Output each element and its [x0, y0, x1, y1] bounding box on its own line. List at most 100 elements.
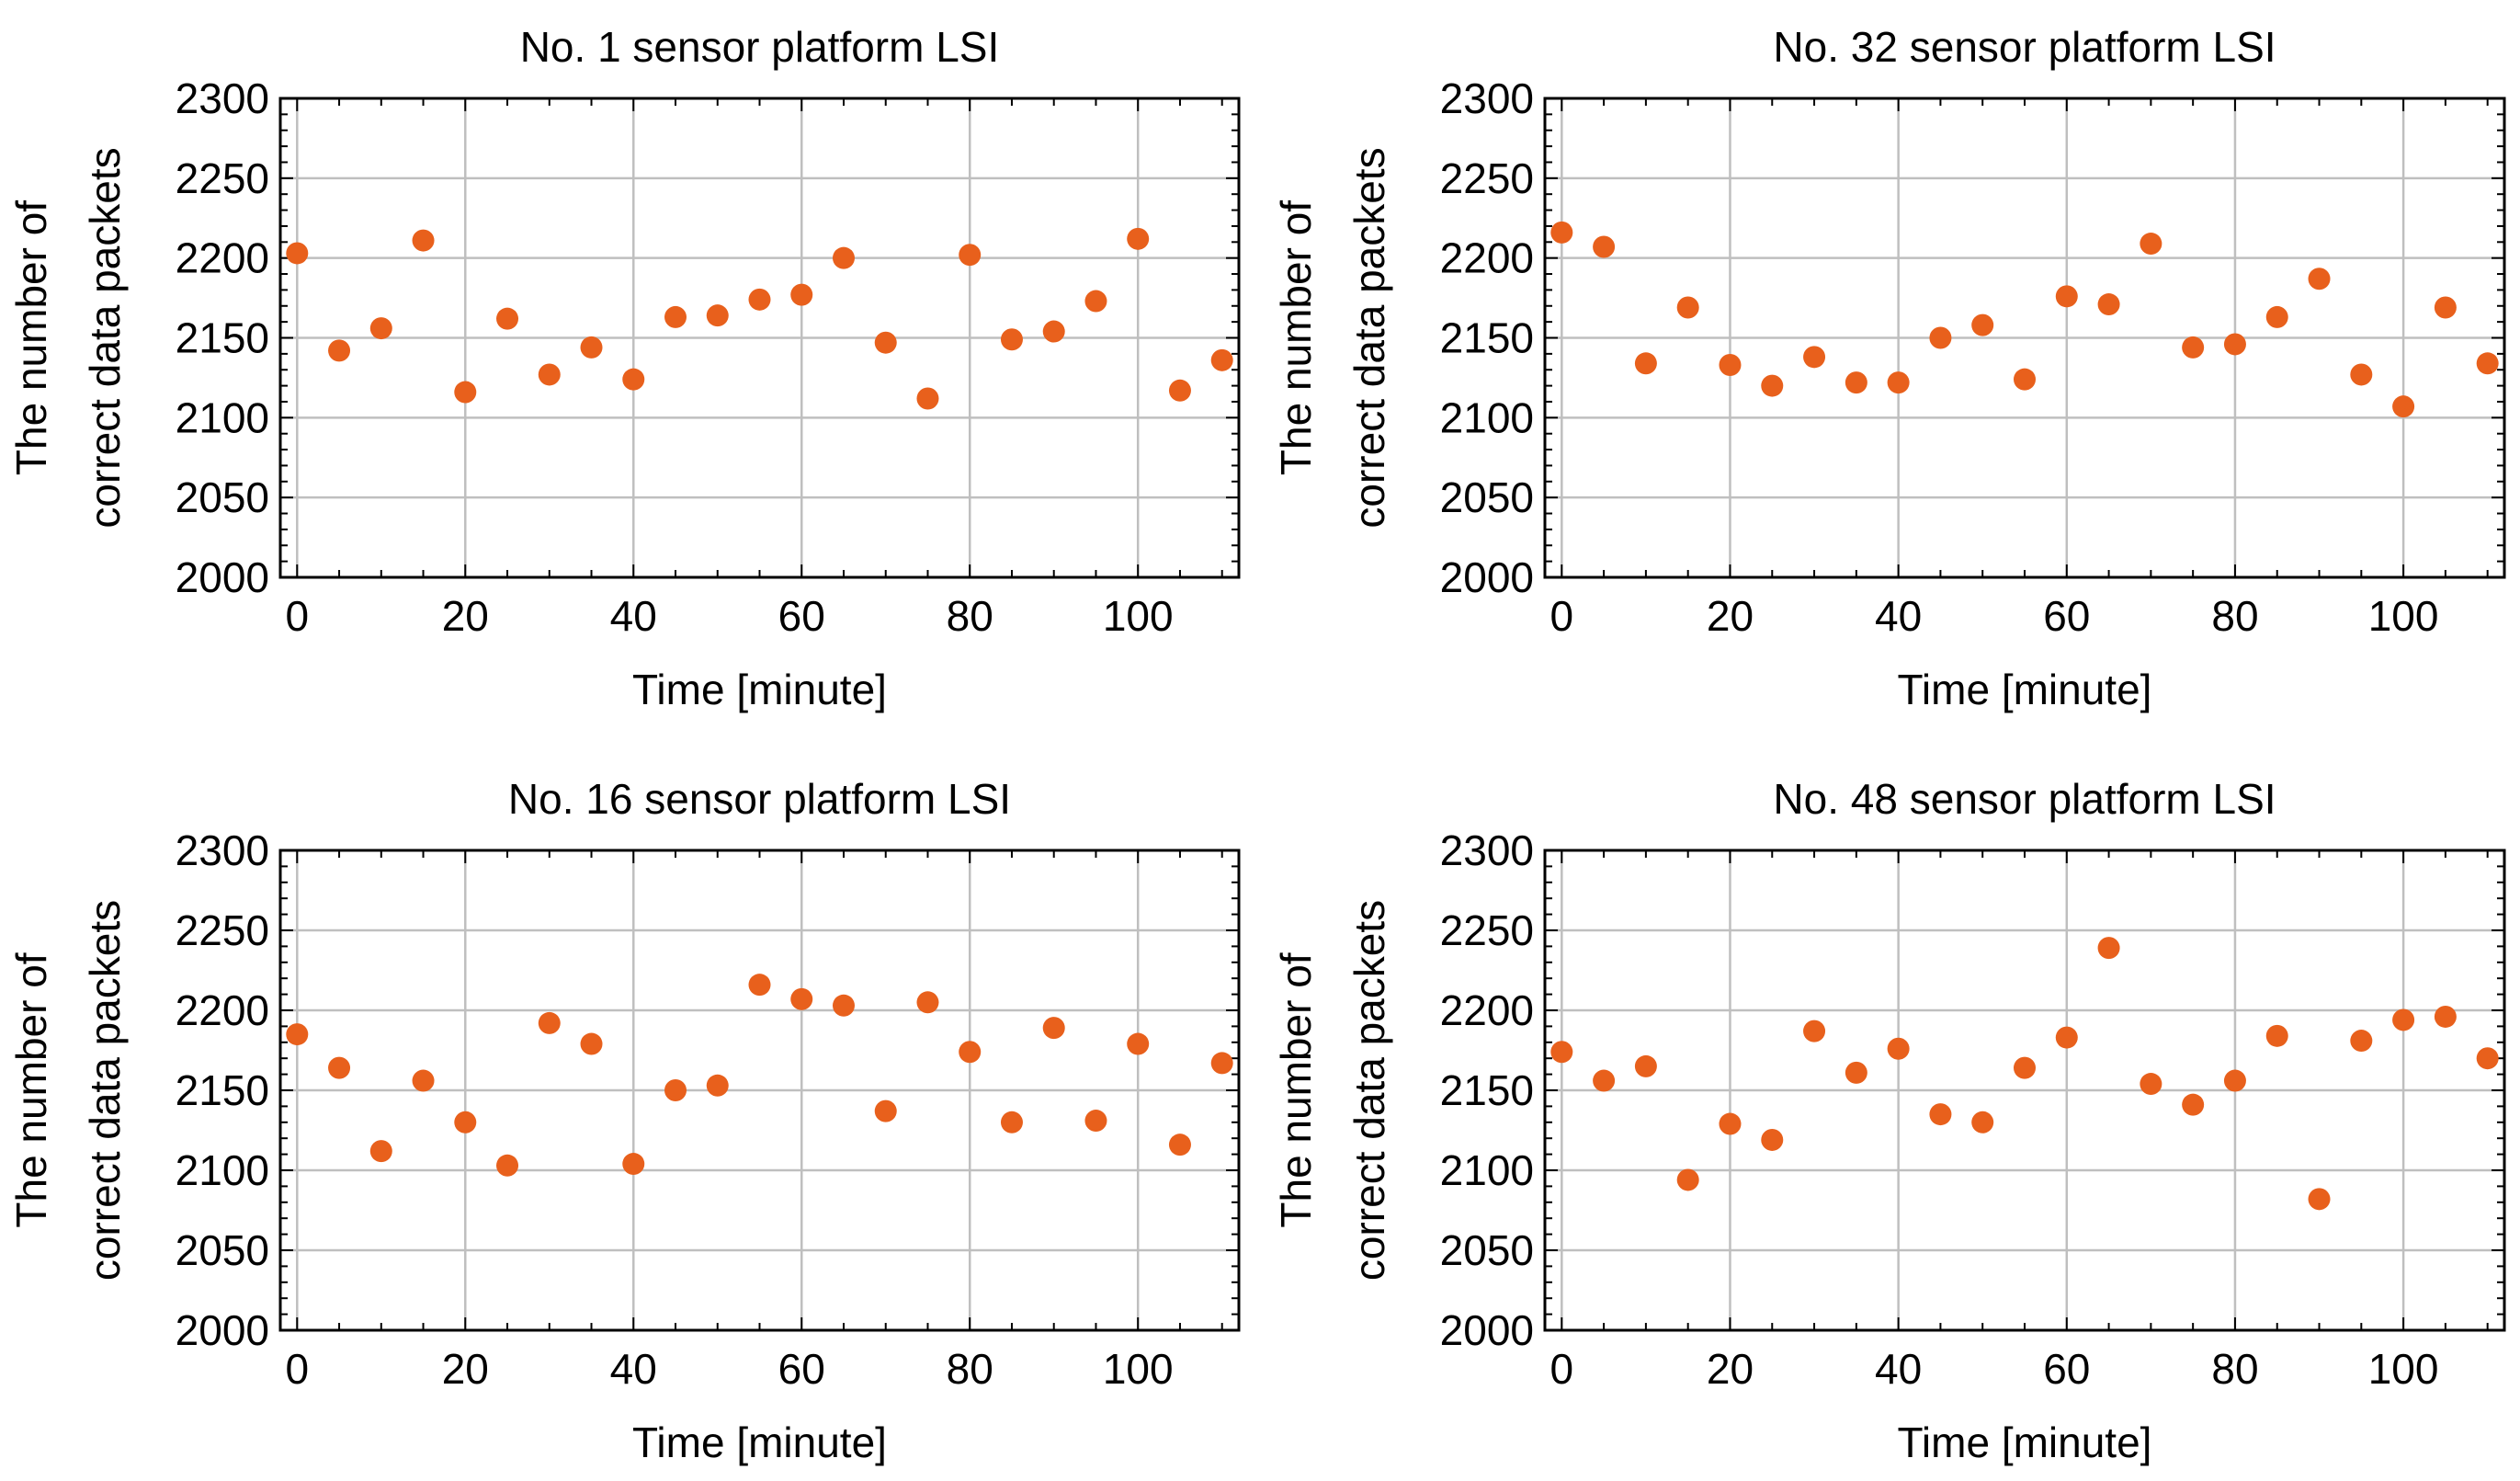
data-point: [874, 1099, 897, 1122]
data-point: [1803, 1020, 1826, 1042]
y-tick-label: 2100: [176, 393, 269, 441]
plot-frame: [278, 849, 1241, 1332]
y-tick-label: 2100: [176, 1146, 269, 1194]
x-tick-label: 0: [286, 1345, 310, 1393]
x-tick-label: 100: [2368, 592, 2439, 640]
data-point: [2265, 1024, 2288, 1047]
y-tick-label: 2300: [1440, 74, 1534, 122]
data-point: [1210, 348, 1233, 371]
data-point: [1971, 313, 1994, 336]
data-point: [1000, 1111, 1023, 1134]
data-point: [369, 1140, 392, 1163]
data-point: [2308, 1188, 2331, 1211]
data-point: [832, 246, 855, 269]
y-tick-label: 2100: [1440, 393, 1534, 441]
y-tick-label: 2250: [1440, 154, 1534, 202]
chart-title: No. 16 sensor platform LSI: [508, 775, 1011, 823]
data-point: [2140, 1073, 2162, 1096]
data-point: [369, 317, 392, 340]
data-point: [1084, 1110, 1107, 1133]
x-tick-label: 40: [610, 592, 657, 640]
plot-frame: [1543, 849, 2506, 1332]
x-tick-label: 80: [2211, 1345, 2258, 1393]
x-tick-label: 0: [286, 592, 310, 640]
data-point: [748, 288, 771, 311]
data-point: [1887, 1037, 1910, 1060]
data-point: [2097, 937, 2120, 960]
x-tick-label: 40: [610, 1345, 657, 1393]
y-tick-label: 2150: [1440, 1066, 1534, 1114]
x-tick-label: 60: [778, 592, 825, 640]
data-point: [2223, 333, 2246, 356]
data-point: [2350, 1030, 2373, 1053]
data-point: [286, 1023, 309, 1046]
y-axis-label-line-1: The number of: [7, 200, 55, 475]
x-axis-label: Time [minute]: [1898, 666, 2152, 713]
x-tick-label: 80: [947, 1345, 993, 1393]
data-point: [1761, 374, 1784, 397]
data-point: [706, 1074, 729, 1097]
y-tick-label: 2000: [176, 553, 269, 601]
y-tick-label: 2250: [176, 906, 269, 954]
y-tick-label: 2200: [1440, 234, 1534, 282]
data-point: [959, 1041, 982, 1064]
y-axis-label-line-1: The number of: [1272, 952, 1320, 1227]
y-axis-label-line-1: The number of: [1272, 200, 1320, 475]
x-tick-label: 100: [2368, 1345, 2439, 1393]
data-point: [1676, 1168, 1699, 1191]
data-point: [1084, 290, 1107, 313]
x-tick-label: 80: [2211, 592, 2258, 640]
data-point: [286, 242, 309, 265]
data-point: [2055, 285, 2078, 308]
data-point: [580, 1032, 603, 1055]
plot-frame: [278, 97, 1241, 579]
data-point: [2434, 1005, 2457, 1028]
data-point: [454, 1111, 477, 1134]
chart-title: No. 32 sensor platform LSI: [1773, 23, 2276, 71]
data-point: [622, 1153, 645, 1176]
data-point: [1550, 221, 1573, 244]
x-tick-label: 60: [2043, 592, 2090, 640]
data-point: [2055, 1026, 2078, 1049]
data-point: [2476, 1047, 2499, 1070]
y-tick-label: 2250: [176, 154, 269, 202]
y-axis-label-line-2: correct data packets: [1345, 900, 1393, 1281]
data-point: [622, 368, 645, 391]
data-point: [1929, 1103, 1952, 1126]
data-point: [790, 283, 813, 306]
data-point: [664, 305, 687, 328]
data-point: [1042, 320, 1065, 343]
data-point: [916, 991, 939, 1014]
x-tick-label: 0: [1550, 1345, 1574, 1393]
y-tick-label: 2150: [176, 1066, 269, 1114]
data-point: [2182, 1093, 2205, 1116]
data-point: [1210, 1052, 1233, 1075]
data-point: [832, 994, 855, 1017]
y-tick-label: 2150: [176, 314, 269, 362]
data-point: [2182, 336, 2205, 359]
chart-panel-1: 0 20 40 60 80 100 2000 2050 2100 2150 2200 2250 2300…: [7, 23, 1241, 713]
chart-panel-2: 0 20 40 60 80 100 2000 2050 2100 2150 2200 2250 2300…: [1272, 23, 2506, 713]
data-point: [1719, 354, 1742, 377]
y-tick-label: 2250: [1440, 906, 1534, 954]
x-tick-label: 20: [442, 592, 489, 640]
data-point: [2097, 293, 2120, 316]
x-axis-label: Time [minute]: [632, 1418, 887, 1466]
data-point: [1676, 296, 1699, 319]
x-tick-label: 20: [1707, 1345, 1754, 1393]
y-tick-label: 2050: [176, 1226, 269, 1274]
data-point: [748, 974, 771, 997]
data-point: [1550, 1041, 1573, 1064]
y-axis-label-line-2: correct data packets: [81, 900, 129, 1281]
x-tick-label: 20: [1707, 592, 1754, 640]
y-tick-label: 2050: [1440, 473, 1534, 521]
y-tick-label: 2000: [1440, 553, 1534, 601]
y-tick-label: 2000: [176, 1306, 269, 1354]
data-point: [2140, 233, 2162, 256]
data-point: [1719, 1112, 1742, 1135]
data-point: [874, 331, 897, 354]
data-point: [1042, 1017, 1065, 1040]
chart-panel-4: 0 20 40 60 80 100 2000 2050 2100 2150 2200 2250 2300…: [1272, 775, 2506, 1466]
data-point: [1971, 1111, 1994, 1134]
